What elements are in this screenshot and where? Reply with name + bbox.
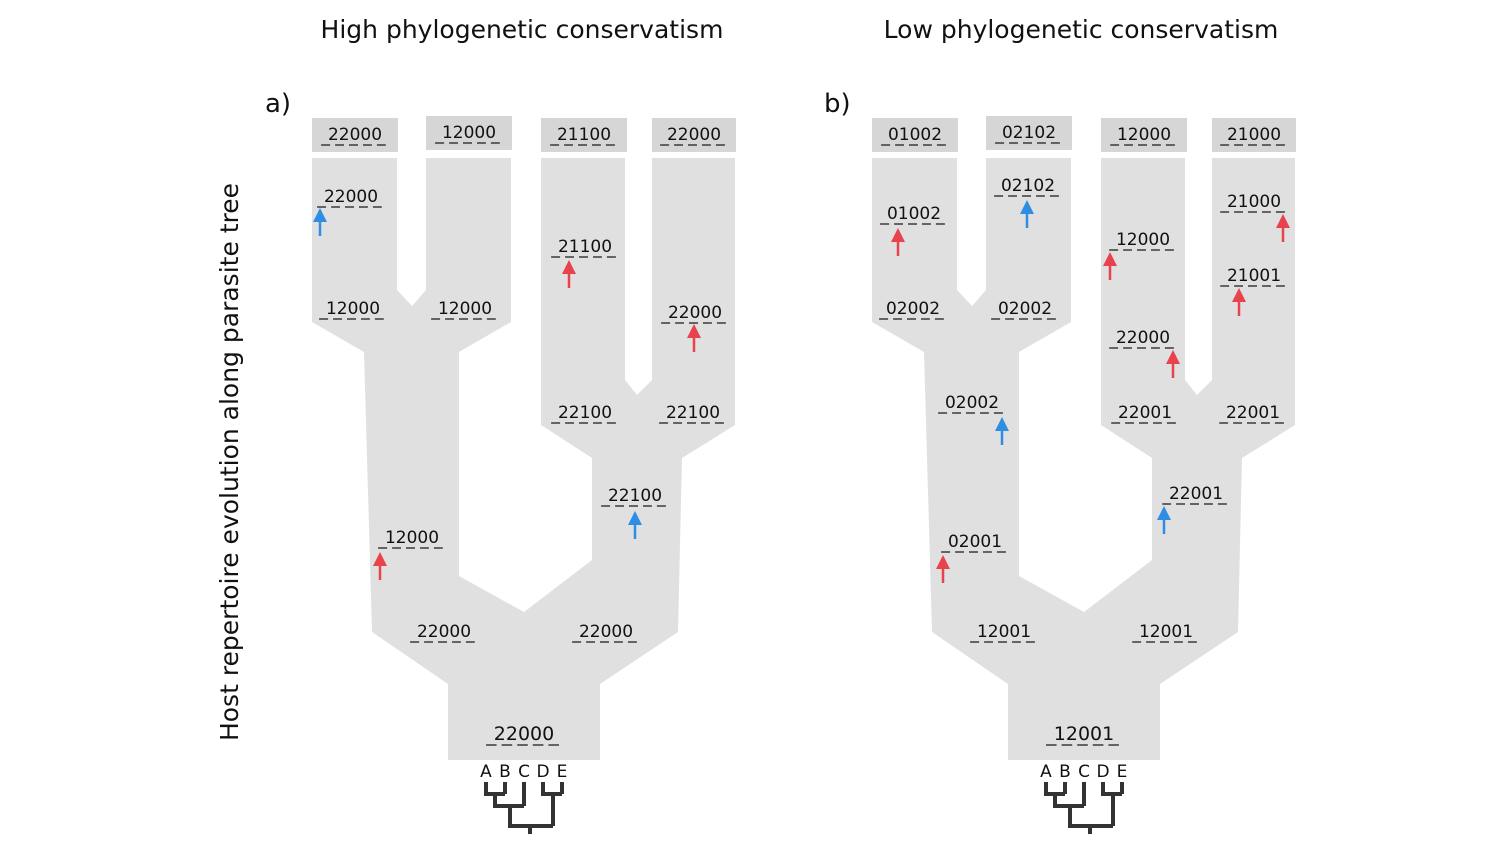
loss-arrow-b2 bbox=[995, 417, 1009, 445]
tip-box-b3 bbox=[1101, 118, 1187, 152]
host-tree-a: A B C D E bbox=[480, 762, 567, 834]
host-leaf-b-A: A bbox=[1040, 762, 1052, 782]
state-a-right-node: 22000 bbox=[579, 622, 633, 642]
tip-code-b2: 02102 bbox=[1002, 123, 1056, 143]
state-a-leaf3-top: 21100 bbox=[558, 237, 612, 257]
state-b-leaf1-top: 01002 bbox=[887, 204, 941, 224]
loss-arrow-b3 bbox=[1157, 506, 1171, 534]
host-leaf-b-E: E bbox=[1117, 762, 1128, 782]
state-b-leaf4-mid: 21001 bbox=[1227, 266, 1281, 286]
tip-code-a3: 21100 bbox=[557, 125, 611, 145]
tip-box-a4 bbox=[652, 118, 736, 152]
tip-code-a2: 12000 bbox=[442, 123, 496, 143]
gain-arrow-b5 bbox=[1166, 350, 1180, 378]
host-leaf-a-D: D bbox=[536, 762, 549, 782]
tip-code-a4: 22000 bbox=[667, 125, 721, 145]
state-b-leaf4-base: 22001 bbox=[1226, 403, 1280, 423]
tip-box-b2 bbox=[986, 116, 1072, 150]
state-b-leaf3-top: 12000 bbox=[1116, 230, 1170, 250]
state-a-left-node: 22000 bbox=[417, 622, 471, 642]
host-leaf-b-B: B bbox=[1059, 762, 1071, 782]
state-b-left-mid: 02002 bbox=[945, 393, 999, 413]
loss-arrow-b1 bbox=[1020, 200, 1034, 228]
gain-arrow-b3 bbox=[1276, 214, 1290, 242]
loss-arrow-a2 bbox=[628, 511, 642, 539]
gain-arrow-b6 bbox=[936, 555, 950, 583]
state-b-right-mid: 22001 bbox=[1169, 484, 1223, 504]
state-b-left-node: 12001 bbox=[977, 622, 1031, 642]
state-b-leaf3-mid: 22000 bbox=[1116, 328, 1170, 348]
state-a-leaf3-base: 22100 bbox=[558, 403, 612, 423]
branch-root-b bbox=[872, 158, 1295, 760]
tip-code-b1: 01002 bbox=[888, 125, 942, 145]
tip-box-a3 bbox=[541, 118, 627, 152]
gain-arrow-b4 bbox=[1232, 288, 1246, 316]
loss-arrow-a1 bbox=[313, 208, 327, 236]
state-a-right-mid: 22100 bbox=[608, 486, 662, 506]
state-a-leaf1-base: 12000 bbox=[326, 299, 380, 319]
tip-box-b1 bbox=[872, 118, 958, 152]
state-a-leaf4-top: 22000 bbox=[668, 303, 722, 323]
tip-box-b4 bbox=[1212, 118, 1296, 152]
panel-a-title: High phylogenetic conservatism bbox=[321, 15, 724, 44]
state-a-leaf1-top: 22000 bbox=[324, 187, 378, 207]
host-leaf-b-D: D bbox=[1096, 762, 1109, 782]
parasite-tree-a bbox=[312, 116, 736, 760]
host-leaf-b-C: C bbox=[1078, 762, 1090, 782]
panel-b-label: b) bbox=[824, 89, 851, 119]
state-b-right-node: 12001 bbox=[1139, 622, 1193, 642]
state-b-leaf3-base: 22001 bbox=[1118, 403, 1172, 423]
tip-code-b4: 21000 bbox=[1227, 125, 1281, 145]
tip-code-a1: 22000 bbox=[328, 125, 382, 145]
tip-box-a2 bbox=[426, 116, 512, 150]
host-tree-b: A B C D E bbox=[1040, 762, 1127, 834]
panel-b: Low phylogenetic conservatism b) 01002 0… bbox=[824, 15, 1296, 834]
state-b-leaf2-top: 02102 bbox=[1001, 176, 1055, 196]
state-a-leaf2-base: 12000 bbox=[438, 299, 492, 319]
panel-a: High phylogenetic conservatism a) 22000 … bbox=[265, 15, 736, 834]
code-underlines bbox=[317, 142, 1285, 746]
gain-arrow-a3 bbox=[373, 552, 387, 580]
branch-root-a bbox=[312, 158, 735, 760]
host-leaf-a-C: C bbox=[518, 762, 530, 782]
tip-code-b3: 12000 bbox=[1117, 125, 1171, 145]
gain-arrow-a1 bbox=[562, 260, 576, 288]
gain-arrow-b2 bbox=[1103, 252, 1117, 280]
tip-box-a1 bbox=[312, 118, 398, 152]
host-leaf-a-B: B bbox=[499, 762, 511, 782]
y-axis-label: Host repertoire evolution along parasite… bbox=[215, 183, 244, 741]
state-b-leaf1-base: 02002 bbox=[886, 299, 940, 319]
state-b-left-low: 02001 bbox=[948, 532, 1002, 552]
state-b-leaf4-top: 21000 bbox=[1227, 192, 1281, 212]
host-leaf-a-E: E bbox=[557, 762, 568, 782]
parasite-tree-b bbox=[872, 116, 1296, 760]
state-a-leaf4-base: 22100 bbox=[666, 403, 720, 423]
panel-b-title: Low phylogenetic conservatism bbox=[884, 15, 1279, 44]
host-leaf-a-A: A bbox=[480, 762, 492, 782]
gain-arrow-a2 bbox=[687, 324, 701, 352]
state-a-root: 22000 bbox=[494, 723, 554, 745]
state-a-left-mid: 12000 bbox=[385, 528, 439, 548]
state-b-leaf2-base: 02002 bbox=[998, 299, 1052, 319]
panel-a-label: a) bbox=[265, 89, 291, 119]
gain-arrow-b1 bbox=[891, 228, 905, 256]
state-b-root: 12001 bbox=[1054, 723, 1114, 745]
